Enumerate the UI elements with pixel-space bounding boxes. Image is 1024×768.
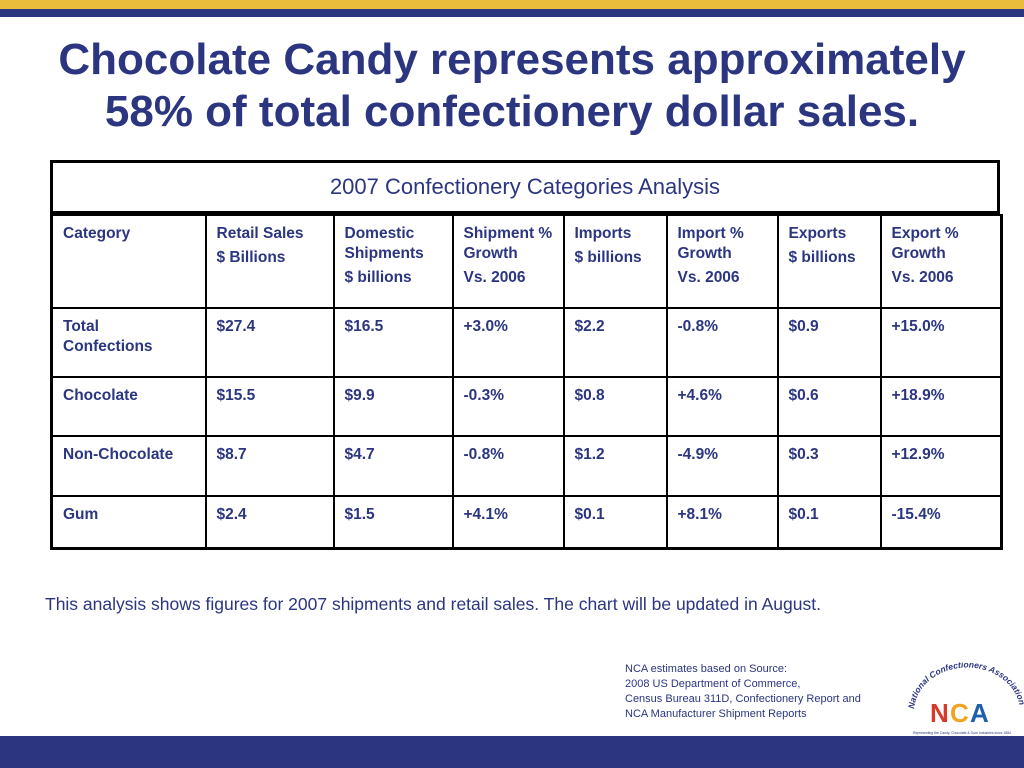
table-cell: $0.9 [776, 307, 882, 378]
top-navy-band [0, 9, 1024, 17]
header-cell: Shipment % Growth Vs. 2006 [451, 214, 565, 309]
header-row: Category Retail Sales $ Billions Domestic… [50, 214, 1003, 309]
table-row: Total Confections $27.4 $16.5 +3.0% $2.2… [50, 307, 1003, 378]
logo-letter-a: A [970, 698, 989, 728]
table-cell: $0.1 [562, 495, 668, 550]
table-cell: $15.5 [204, 376, 335, 437]
table-cell: Gum [50, 495, 207, 550]
logo-tagline: Representing the Candy, Chocolate & Gum … [913, 731, 1011, 735]
header-cell: Retail Sales $ Billions [204, 214, 335, 309]
header-cell: Domestic Shipments $ billions [332, 214, 454, 309]
table-cell: +15.0% [879, 307, 1003, 378]
table-cell: +8.1% [665, 495, 779, 550]
analysis-note: This analysis shows figures for 2007 shi… [45, 594, 821, 614]
header-cell: Imports $ billions [562, 214, 668, 309]
top-gold-band [0, 0, 1024, 9]
logo-letter-n: N [930, 698, 949, 728]
table-cell: $1.5 [332, 495, 454, 550]
table-cell: $2.4 [204, 495, 335, 550]
source-citation: NCA estimates based on Source: 2008 US D… [625, 662, 861, 722]
table-cell: $9.9 [332, 376, 454, 437]
table-cell: +12.9% [879, 435, 1003, 497]
source-line: Census Bureau 311D, Confectionery Report… [625, 693, 861, 705]
table-cell: $0.8 [562, 376, 668, 437]
table-cell: Chocolate [50, 376, 207, 437]
table-cell: $16.5 [332, 307, 454, 378]
title-line-2: 58% of total confectionery dollar sales. [104, 87, 920, 136]
table-cell: $0.3 [776, 435, 882, 497]
table-cell: -0.8% [665, 307, 779, 378]
table-cell: $0.1 [776, 495, 882, 550]
table-cell: +4.1% [451, 495, 565, 550]
table-cell: $27.4 [204, 307, 335, 378]
categories-table: 2007 Confectionery Categories Analysis C… [50, 160, 1003, 550]
table-cell: +18.9% [879, 376, 1003, 437]
table-cell: $4.7 [332, 435, 454, 497]
bottom-navy-band [0, 736, 1024, 768]
table-cell: -4.9% [665, 435, 779, 497]
header-cell: Category [50, 214, 207, 309]
table-cell: Non-Chocolate [50, 435, 207, 497]
table-cell: $1.2 [562, 435, 668, 497]
table-row: Non-Chocolate $8.7 $4.7 -0.8% $1.2 -4.9%… [50, 435, 1003, 497]
logo-letter-c: C [950, 698, 969, 728]
table-cell: $8.7 [204, 435, 335, 497]
title-line-1: Chocolate Candy represents approximately [58, 35, 966, 84]
header-cell: Export % Growth Vs. 2006 [879, 214, 1003, 309]
table-row: Gum $2.4 $1.5 +4.1% $0.1 +8.1% $0.1 -15.… [50, 495, 1003, 550]
table-cell: -15.4% [879, 495, 1003, 550]
header-cell: Exports $ billions [776, 214, 882, 309]
slide-title: Chocolate Candy represents approximately… [20, 34, 1004, 138]
header-cell: Import % Growth Vs. 2006 [665, 214, 779, 309]
table-cell: +3.0% [451, 307, 565, 378]
table-cell: -0.8% [451, 435, 565, 497]
nca-logo: National Confectioners Association N C A… [906, 662, 1024, 735]
table-caption: 2007 Confectionery Categories Analysis [50, 160, 1000, 214]
data-table: Category Retail Sales $ Billions Domestic… [50, 214, 1003, 550]
source-line: NCA estimates based on Source: [625, 663, 788, 675]
source-line: 2008 US Department of Commerce, [625, 678, 801, 690]
table-cell: $2.2 [562, 307, 668, 378]
source-line: NCA Manufacturer Shipment Reports [625, 708, 807, 720]
table-cell: -0.3% [451, 376, 565, 437]
table-cell: +4.6% [665, 376, 779, 437]
table-cell: $0.6 [776, 376, 882, 437]
table-cell: Total Confections [50, 307, 207, 378]
table-row: Chocolate $15.5 $9.9 -0.3% $0.8 +4.6% $0… [50, 376, 1003, 437]
